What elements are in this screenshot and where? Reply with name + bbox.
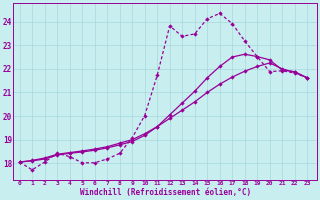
X-axis label: Windchill (Refroidissement éolien,°C): Windchill (Refroidissement éolien,°C): [80, 188, 251, 197]
